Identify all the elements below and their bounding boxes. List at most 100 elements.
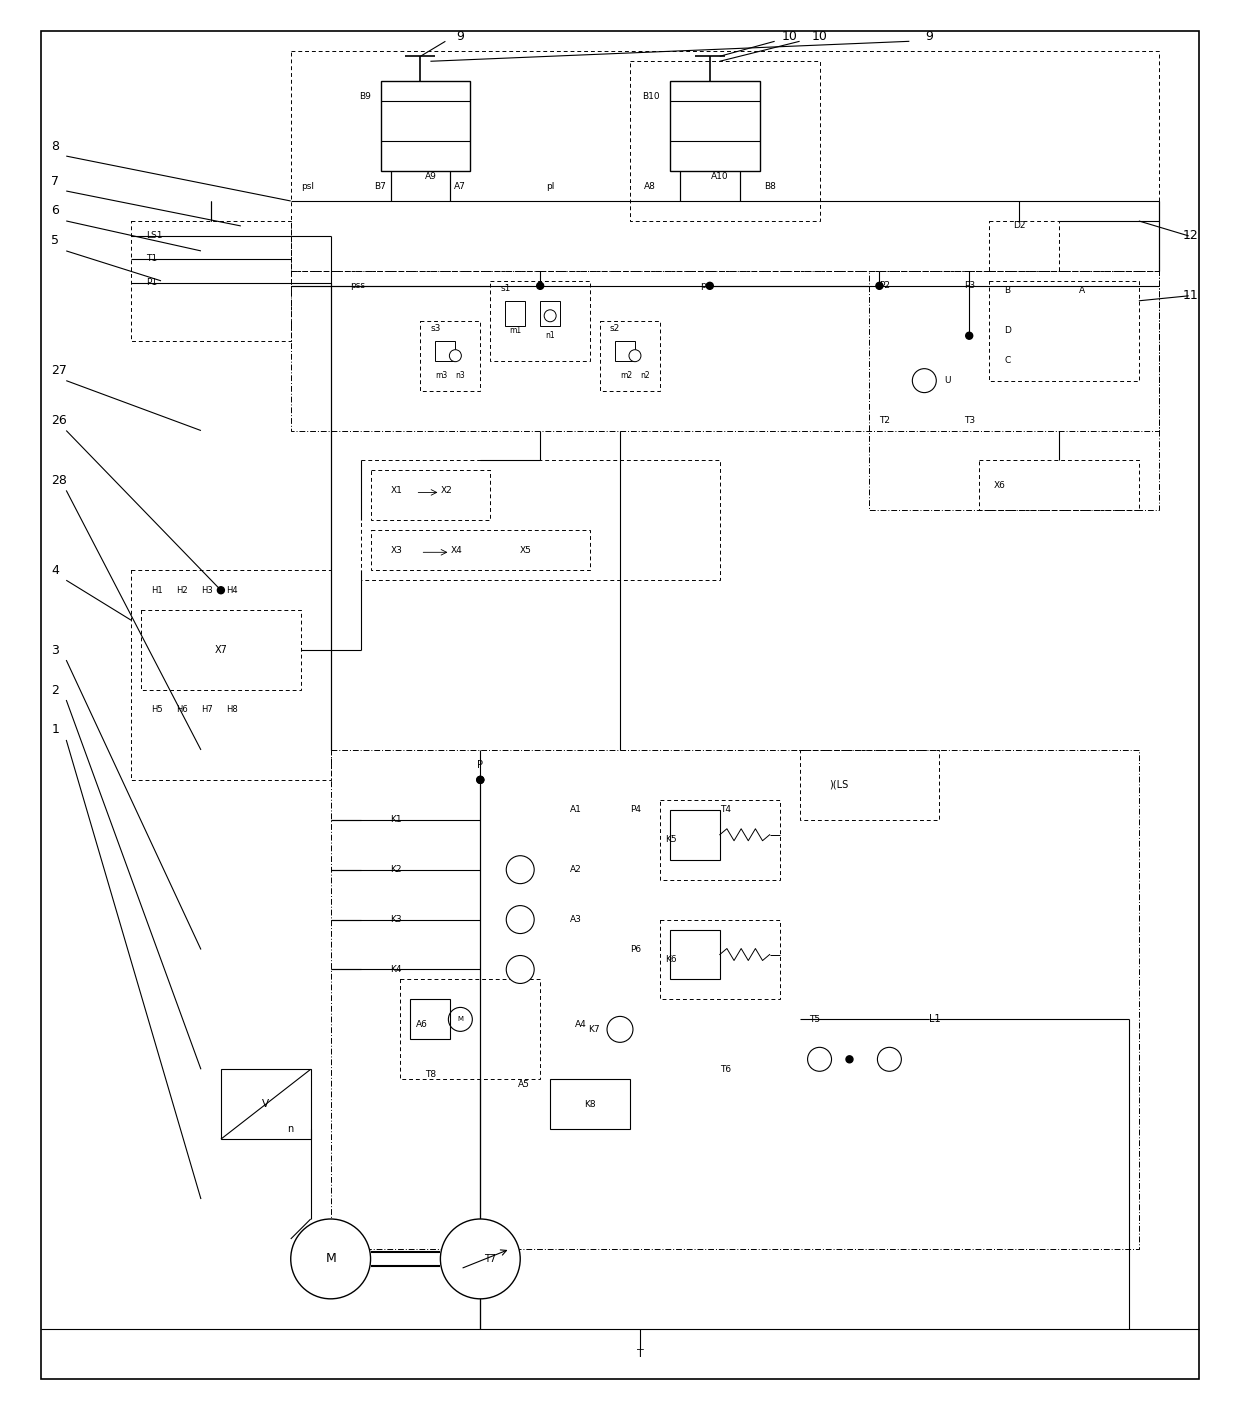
Text: H1: H1	[151, 586, 162, 595]
Circle shape	[875, 283, 883, 290]
Text: s3: s3	[430, 324, 440, 333]
Bar	[670, 810, 719, 859]
Circle shape	[846, 1056, 853, 1063]
Bar	[869, 271, 1159, 510]
Text: 27: 27	[51, 365, 67, 377]
Text: X1: X1	[391, 486, 403, 495]
Bar	[600, 321, 660, 390]
Bar	[221, 1070, 311, 1139]
Text: 6: 6	[51, 205, 60, 218]
Text: pss: pss	[351, 281, 366, 290]
Text: psl: psl	[301, 182, 314, 191]
Text: P: P	[477, 760, 484, 770]
Text: B8: B8	[764, 182, 775, 191]
Text: L1: L1	[929, 1015, 941, 1024]
Text: T2: T2	[879, 415, 890, 425]
Text: H7: H7	[201, 705, 213, 715]
Text: A4: A4	[575, 1020, 587, 1029]
Circle shape	[537, 283, 543, 290]
Text: pl: pl	[546, 182, 554, 191]
Bar	[141, 610, 301, 690]
Text: P3: P3	[963, 281, 975, 290]
Text: P2: P2	[879, 281, 890, 290]
Text: C: C	[1004, 356, 1011, 365]
Text: LS1: LS1	[146, 232, 162, 240]
Circle shape	[290, 1219, 371, 1299]
Text: K7: K7	[589, 1024, 600, 1034]
Bar	[435, 341, 455, 360]
Circle shape	[608, 1016, 632, 1043]
Text: K4: K4	[391, 965, 402, 974]
Circle shape	[440, 1219, 521, 1299]
Circle shape	[506, 906, 534, 934]
Bar	[660, 920, 780, 999]
Text: A5: A5	[518, 1080, 531, 1089]
Text: m1: m1	[510, 326, 521, 335]
Text: B10: B10	[642, 92, 660, 100]
Bar	[505, 301, 526, 326]
Text: K1: K1	[391, 815, 402, 824]
Bar	[371, 471, 490, 520]
Bar	[990, 220, 1059, 271]
Text: X6: X6	[994, 480, 1006, 490]
Bar	[420, 321, 480, 390]
Text: m3: m3	[435, 372, 448, 380]
Text: s2: s2	[610, 324, 620, 333]
Text: 26: 26	[51, 414, 67, 427]
Text: K6: K6	[665, 955, 677, 964]
Text: A8: A8	[644, 182, 656, 191]
Text: P1: P1	[146, 278, 157, 287]
Circle shape	[913, 369, 936, 393]
Bar	[331, 750, 1138, 1249]
Text: X5: X5	[521, 545, 532, 555]
Text: M: M	[325, 1252, 336, 1266]
Text: n2: n2	[640, 372, 650, 380]
Text: 9: 9	[456, 30, 464, 42]
Text: D: D	[1004, 326, 1011, 335]
Text: 2: 2	[51, 684, 60, 697]
Text: 10: 10	[812, 30, 827, 42]
Circle shape	[217, 586, 224, 593]
Text: H8: H8	[226, 705, 238, 715]
Text: K5: K5	[665, 835, 677, 844]
Text: s1: s1	[500, 284, 511, 294]
Text: T: T	[636, 1349, 644, 1359]
Text: T3: T3	[963, 415, 975, 425]
Text: K3: K3	[391, 916, 402, 924]
Text: T1: T1	[146, 254, 157, 263]
Text: A10: A10	[711, 171, 729, 181]
Text: H6: H6	[176, 705, 187, 715]
Circle shape	[506, 955, 534, 983]
Text: 1: 1	[51, 723, 60, 736]
Circle shape	[707, 283, 713, 290]
Text: D2: D2	[1013, 222, 1025, 230]
Bar	[131, 220, 290, 341]
Text: H3: H3	[201, 586, 213, 595]
Bar	[800, 750, 939, 820]
Bar	[410, 999, 450, 1040]
Text: 12: 12	[1183, 229, 1199, 243]
Bar	[630, 61, 820, 220]
Text: X2: X2	[440, 486, 453, 495]
Bar	[670, 930, 719, 979]
Circle shape	[477, 776, 484, 783]
Circle shape	[449, 349, 461, 362]
Text: 8: 8	[51, 140, 60, 153]
Text: A7: A7	[454, 182, 466, 191]
Text: X7: X7	[215, 646, 227, 656]
Bar	[381, 81, 470, 171]
Text: T7: T7	[485, 1253, 496, 1263]
Text: A9: A9	[424, 171, 436, 181]
Text: A6: A6	[415, 1020, 428, 1029]
Text: A3: A3	[570, 916, 582, 924]
Text: B9: B9	[358, 92, 371, 100]
Text: A2: A2	[570, 865, 582, 875]
Text: M: M	[458, 1016, 464, 1023]
Text: 5: 5	[51, 235, 60, 247]
Circle shape	[807, 1047, 832, 1071]
Text: T6: T6	[719, 1065, 730, 1074]
Text: A1: A1	[570, 805, 582, 814]
Bar	[551, 1080, 630, 1129]
Text: U: U	[945, 376, 951, 386]
Text: P4: P4	[630, 805, 641, 814]
